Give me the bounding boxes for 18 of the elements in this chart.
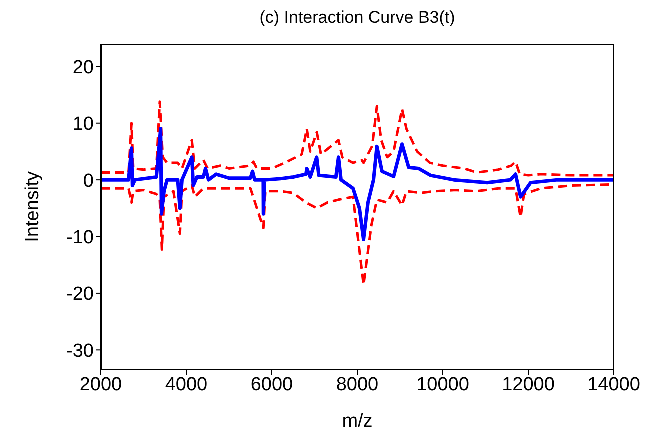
line-series [101, 100, 614, 177]
x-tick-label: 6000 [250, 374, 294, 396]
y-tick-label: -30 [66, 340, 94, 362]
y-tick-label: -20 [66, 284, 94, 306]
x-tick-label: 4000 [165, 374, 208, 396]
x-tick-label: 12000 [502, 374, 555, 396]
x-tick-label: 8000 [336, 374, 379, 396]
y-axis-title: Intensity [22, 171, 44, 242]
chart-title: (c) Interaction Curve B3(t) [258, 8, 456, 28]
line-series [101, 127, 614, 242]
y-tick-label: 20 [72, 57, 94, 78]
y-tick-label: 10 [72, 114, 94, 136]
x-axis-title: m/z [342, 411, 373, 429]
y-tick-label: 0 [83, 170, 94, 192]
x-tick-label: 2000 [80, 374, 122, 396]
y-tick-label: -10 [66, 228, 94, 249]
x-tick-label: 14000 [588, 374, 640, 396]
x-tick-label: 10000 [416, 374, 470, 396]
